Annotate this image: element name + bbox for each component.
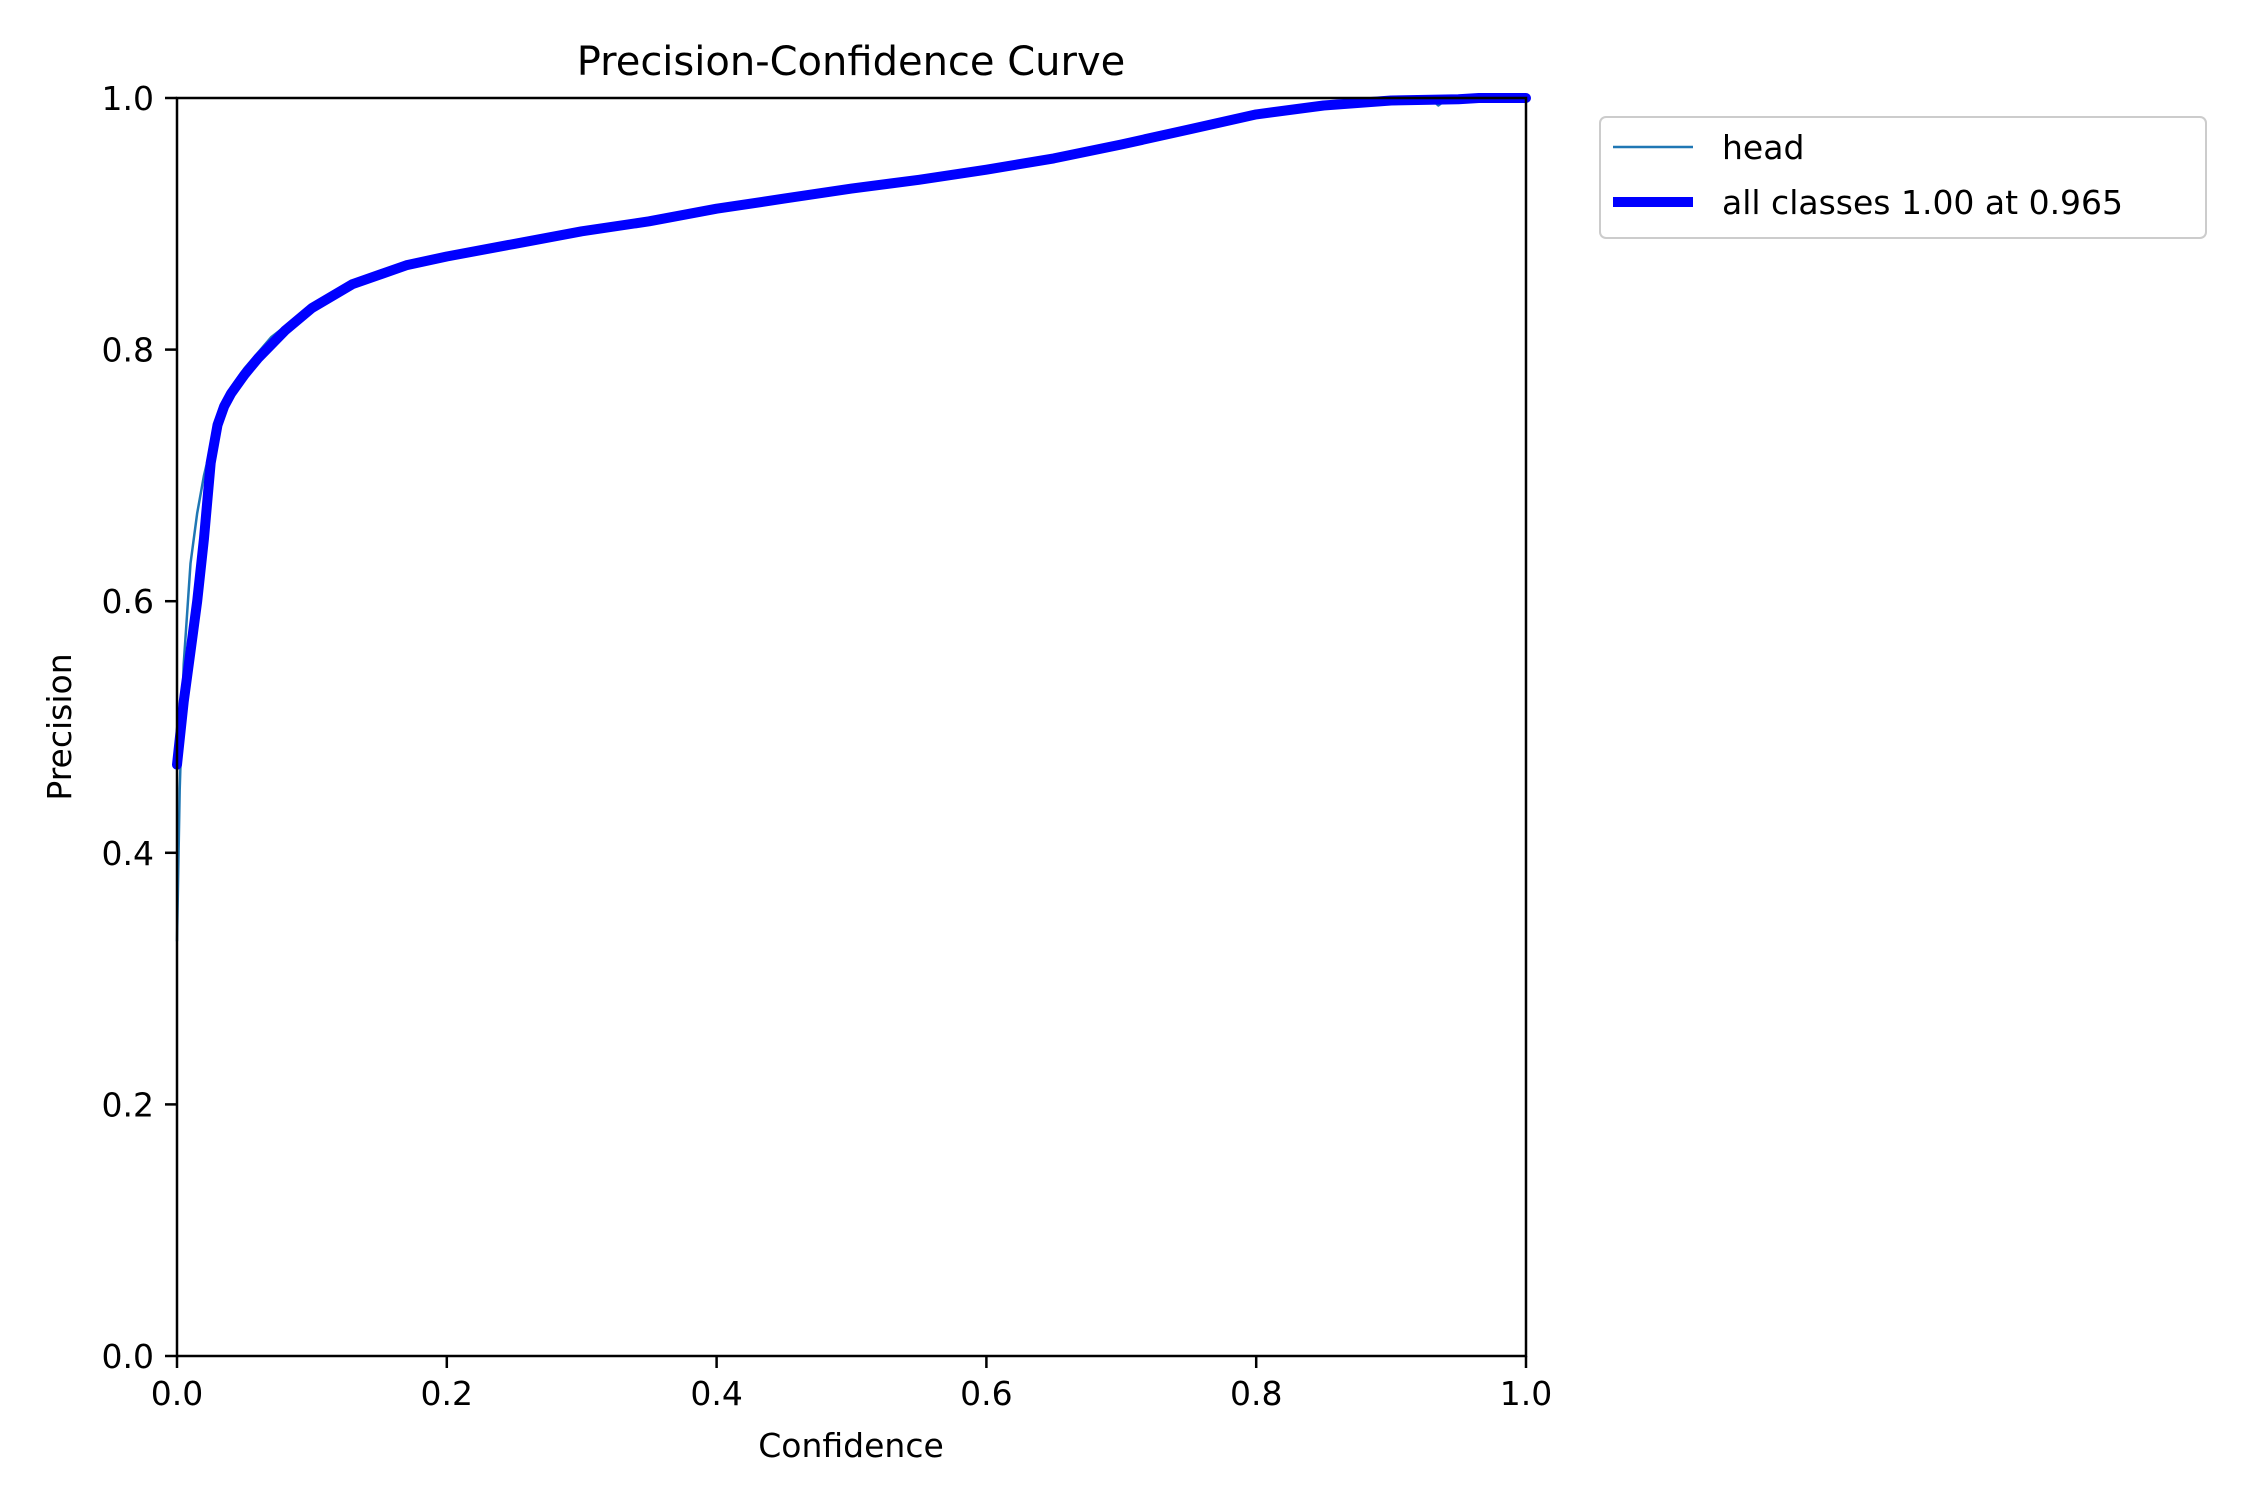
plot-frame xyxy=(175,96,1528,1358)
y-tick-label: 0.6 xyxy=(102,582,154,621)
plot-series xyxy=(172,93,1531,943)
x-tick-label: 0.2 xyxy=(421,1374,473,1413)
y-tick-label: 0.4 xyxy=(102,834,154,873)
legend: head all classes 1.00 at 0.965 xyxy=(1599,116,2207,239)
series-line-all-classes xyxy=(172,93,1531,770)
x-tick-label: 0.4 xyxy=(690,1374,742,1413)
x-tick-label: 1.0 xyxy=(1500,1374,1552,1413)
y-tick-label: 0.0 xyxy=(102,1337,154,1376)
y-tick-label: 1.0 xyxy=(102,79,154,118)
x-axis-label: Confidence xyxy=(758,1426,944,1465)
legend-box xyxy=(1599,116,2207,239)
y-tick-label: 0.8 xyxy=(102,331,154,370)
x-tick-label: 0.6 xyxy=(960,1374,1012,1413)
y-axis-label: Precision xyxy=(40,653,79,800)
legend-label-all-classes: all classes 1.00 at 0.965 xyxy=(1722,183,2123,222)
legend-label-head: head xyxy=(1722,128,1804,167)
y-axis-ticks: 0.0 0.2 0.4 0.6 0.8 1.0 xyxy=(102,79,177,1376)
x-tick-label: 0.0 xyxy=(151,1374,203,1413)
x-axis-ticks: 0.0 0.2 0.4 0.6 0.8 1.0 xyxy=(151,1356,1552,1413)
x-tick-label: 0.8 xyxy=(1230,1374,1282,1413)
y-tick-label: 0.2 xyxy=(102,1085,154,1124)
chart-title: Precision-Confidence Curve xyxy=(577,39,1126,85)
